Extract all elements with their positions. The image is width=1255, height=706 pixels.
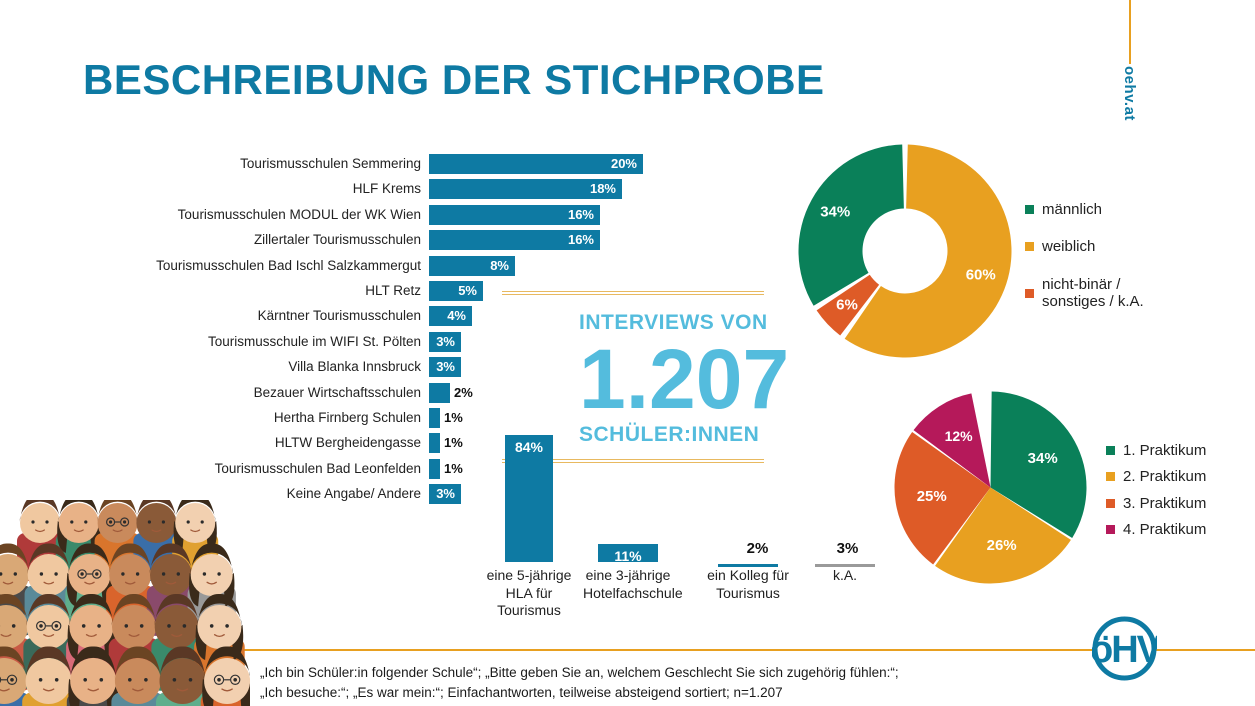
svg-text:26%: 26%: [987, 537, 1017, 554]
svg-text:12%: 12%: [945, 428, 974, 444]
svg-text:25%: 25%: [917, 488, 947, 505]
svg-text:34%: 34%: [1028, 450, 1058, 467]
svg-text:öHV: öHV: [1092, 629, 1157, 671]
